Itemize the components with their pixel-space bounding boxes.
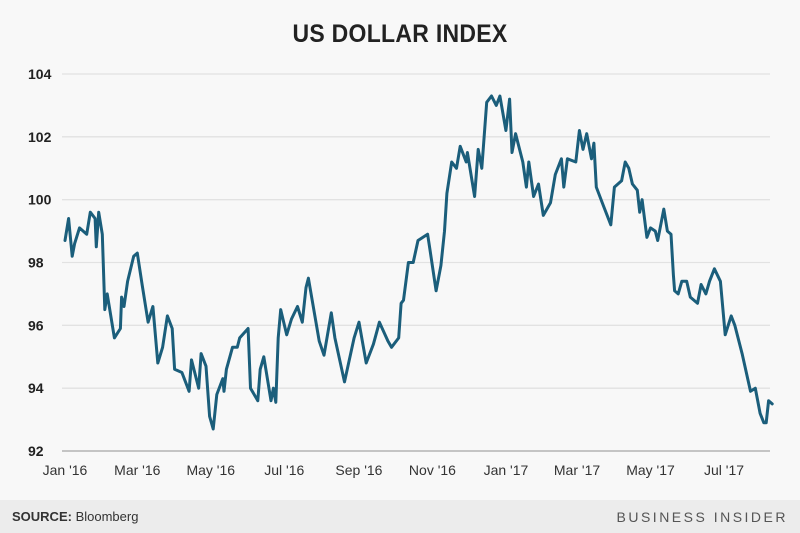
y-tick-label: 94	[28, 380, 44, 396]
y-tick-label: 100	[28, 192, 52, 208]
source-value: Bloomberg	[75, 509, 139, 524]
series-layer	[63, 94, 774, 431]
brand-logo: BUSINESS INSIDER	[616, 509, 788, 525]
footer: SOURCE: Bloomberg BUSINESS INSIDER	[0, 500, 800, 533]
x-axis-labels: Jan '16 Mar '16 May '16 Jul '16 Sep '16 Nov '…	[43, 462, 745, 478]
x-tick-label: Jan '17	[484, 462, 529, 478]
x-tick-label: Jul '16	[264, 462, 304, 478]
y-tick-label: 98	[28, 255, 44, 271]
gridlines	[62, 73, 770, 452]
source-note: SOURCE: Bloomberg	[12, 509, 138, 524]
y-tick-label: 104	[28, 66, 52, 82]
x-tick-label: Sep '16	[335, 462, 382, 478]
x-tick-label: Mar '17	[554, 462, 600, 478]
y-tick-label: 102	[28, 129, 52, 145]
y-axis-labels: 92 94 96 98 100 102 104	[28, 66, 52, 459]
y-tick-label: 96	[28, 317, 44, 333]
x-tick-label: Jul '17	[704, 462, 744, 478]
x-tick-label: May '17	[626, 462, 675, 478]
chart-title: US DOLLAR INDEX	[292, 20, 508, 48]
source-label: SOURCE:	[12, 509, 72, 524]
y-tick-label: 92	[28, 443, 44, 459]
x-tick-label: May '16	[186, 462, 235, 478]
x-tick-label: Nov '16	[409, 462, 456, 478]
x-tick-label: Jan '16	[43, 462, 88, 478]
x-tick-label: Mar '16	[114, 462, 160, 478]
